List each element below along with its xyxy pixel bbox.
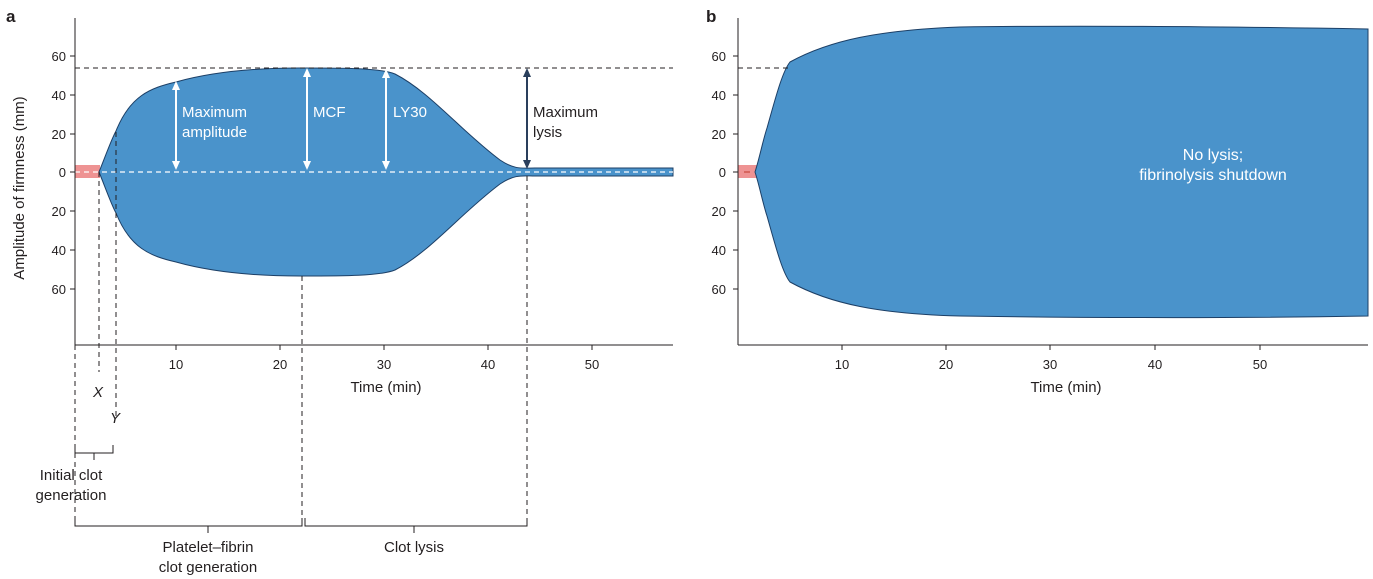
- panel-a-ylabel: Amplitude of firmness (mm): [11, 96, 28, 279]
- mcf-label: MCF: [313, 104, 346, 121]
- panel-a: a Amplitude of firmness (mm) 60 40 20 0: [6, 7, 674, 576]
- y-tick-label: 40: [52, 243, 66, 258]
- clot-lysis-bracket: [304, 518, 528, 533]
- x-mark-label: X: [92, 384, 104, 401]
- y-tick-label: 0: [719, 165, 726, 180]
- max-lysis-label-1: Maximum: [533, 104, 598, 121]
- panel-a-label: a: [6, 7, 16, 26]
- panel-b: b 60 40 20 0 20 40 60: [706, 7, 1369, 396]
- y-tick-label: 0: [59, 165, 66, 180]
- x-tick-label: 50: [1253, 357, 1267, 372]
- initial-clot-bracket: [74, 445, 114, 460]
- clot-curve-b: [754, 25, 1369, 318]
- y-tick-label: 40: [712, 243, 726, 258]
- x-tick-label: 40: [481, 357, 495, 372]
- y-tick-label: 60: [712, 49, 726, 64]
- y-tick-label: 60: [52, 282, 66, 297]
- ly30-label: LY30: [393, 104, 427, 121]
- x-axis-label-a: Time (min): [350, 379, 421, 396]
- x-tick-label: 40: [1148, 357, 1162, 372]
- x-tick-label: 10: [169, 357, 183, 372]
- y-tick-label: 60: [712, 282, 726, 297]
- y-tick-label: 40: [52, 88, 66, 103]
- x-tick-label: 20: [273, 357, 287, 372]
- y-tick-label: 20: [712, 127, 726, 142]
- x-ticks-b: 10 20 30 40 50: [835, 345, 1267, 372]
- y-tick-label: 20: [52, 127, 66, 142]
- y-tick-label: 40: [712, 88, 726, 103]
- y-ticks-a: 60 40 20 0 20 40 60: [52, 49, 75, 297]
- no-lysis-label-2: fibrinolysis shutdown: [1139, 167, 1287, 184]
- platelet-fibrin-label-2: clot generation: [159, 559, 257, 576]
- max-lysis-label-2: lysis: [533, 124, 562, 141]
- clot-lysis-label: Clot lysis: [384, 539, 444, 556]
- platelet-fibrin-bracket: [74, 518, 303, 533]
- x-tick-label: 50: [585, 357, 599, 372]
- x-tick-label: 30: [1043, 357, 1057, 372]
- y-tick-label: 20: [712, 204, 726, 219]
- x-tick-label: 20: [939, 357, 953, 372]
- x-ticks-a: 10 20 30 40 50: [169, 345, 599, 372]
- y-tick-label: 20: [52, 204, 66, 219]
- platelet-fibrin-label-1: Platelet–fibrin: [163, 539, 254, 556]
- y-tick-label: 60: [52, 49, 66, 64]
- max-amplitude-label-1: Maximum: [182, 104, 247, 121]
- x-axis-label-b: Time (min): [1030, 379, 1101, 396]
- panel-b-label: b: [706, 7, 716, 26]
- y-mark-label: Y: [110, 410, 121, 427]
- max-amplitude-label-2: amplitude: [182, 124, 247, 141]
- initial-clot-label-2: generation: [36, 487, 107, 504]
- no-lysis-label-1: No lysis;: [1183, 147, 1243, 164]
- x-tick-label: 30: [377, 357, 391, 372]
- x-tick-label: 10: [835, 357, 849, 372]
- y-ticks-b: 60 40 20 0 20 40 60: [712, 49, 738, 297]
- initial-clot-label-1: Initial clot: [40, 467, 103, 484]
